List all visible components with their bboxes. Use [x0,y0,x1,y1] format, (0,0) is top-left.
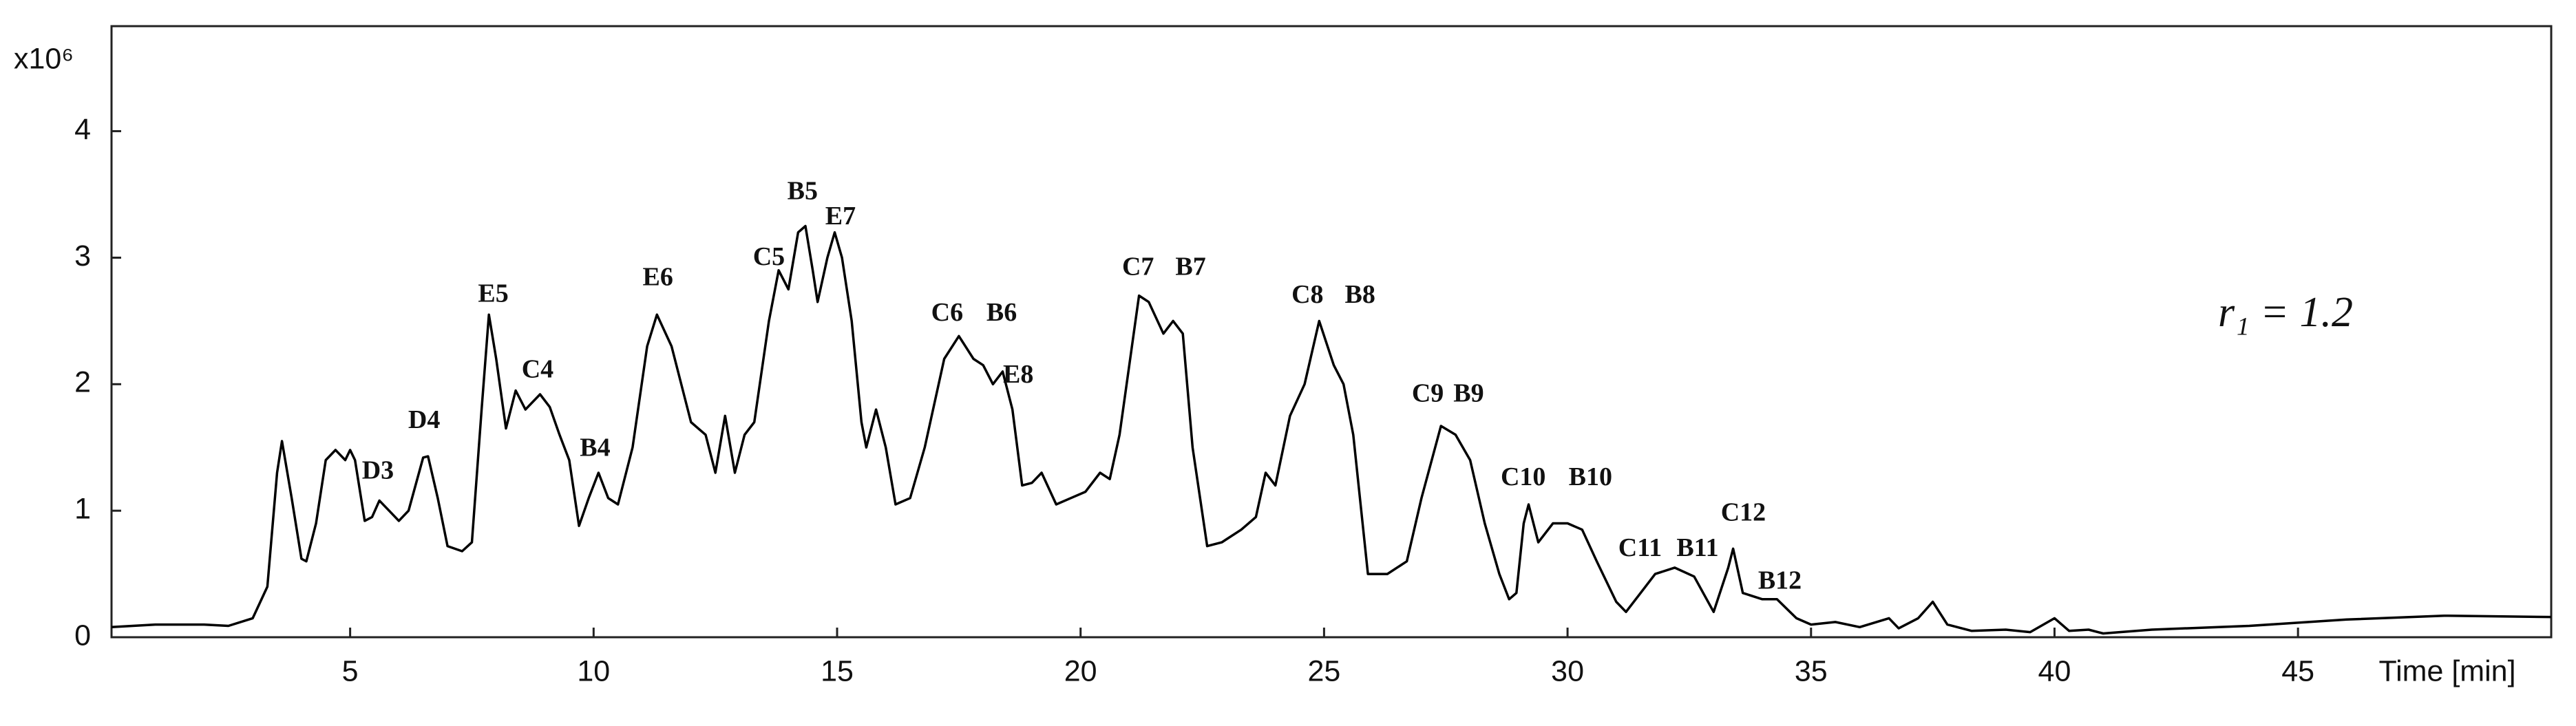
y-tick-label: 3 [74,239,91,273]
y-tick-label: 4 [74,113,91,146]
peak-label: B9 [1453,379,1484,408]
peak-label: B6 [986,298,1017,327]
peak-label: C11 [1618,533,1662,562]
x-tick-label: 15 [821,654,854,687]
y-tick-label: 0 [74,619,91,652]
x-tick-label: 35 [1795,654,1828,687]
peak-label: C5 [753,242,785,271]
peak-label: C9 [1412,379,1444,408]
peak-label: E6 [643,262,673,291]
x-tick-label: 40 [2038,654,2071,687]
peak-label: E5 [478,279,508,308]
peak-label: D3 [362,456,394,485]
peak-label: E7 [825,202,856,231]
peak-label: E8 [1003,360,1033,389]
x-tick-label: 20 [1064,654,1097,687]
peak-label: C7 [1122,253,1154,281]
peak-label: B8 [1345,280,1375,309]
peak-label: C6 [931,298,963,327]
peak-label: C12 [1721,498,1766,526]
x-axis-label: Time [min] [2378,654,2515,687]
peak-label: B4 [580,434,610,462]
trace [111,224,2552,635]
peak-label: B11 [1676,533,1718,562]
formula: r₁ = 1.2 [2218,289,2353,336]
y-axis-label: x10⁶ [14,42,74,75]
peak-label: B10 [1569,462,1612,491]
plot-frame [110,25,2553,639]
x-tick-label: 45 [2281,654,2314,687]
y-tick-label: 2 [74,366,91,399]
x-tick-label: 10 [577,654,610,687]
peak-label: D4 [408,405,440,434]
peak-label: B5 [788,176,818,205]
x-tick-label: 25 [1307,654,1340,687]
peak-label: C8 [1291,280,1323,309]
peak-label: B7 [1175,253,1205,281]
peak-label: C10 [1501,462,1545,491]
x-tick-label: 5 [342,654,359,687]
y-tick-label: 1 [74,493,91,526]
peak-label: C4 [522,355,553,384]
x-tick-label: 30 [1551,654,1584,687]
peak-label: B12 [1758,566,1802,595]
